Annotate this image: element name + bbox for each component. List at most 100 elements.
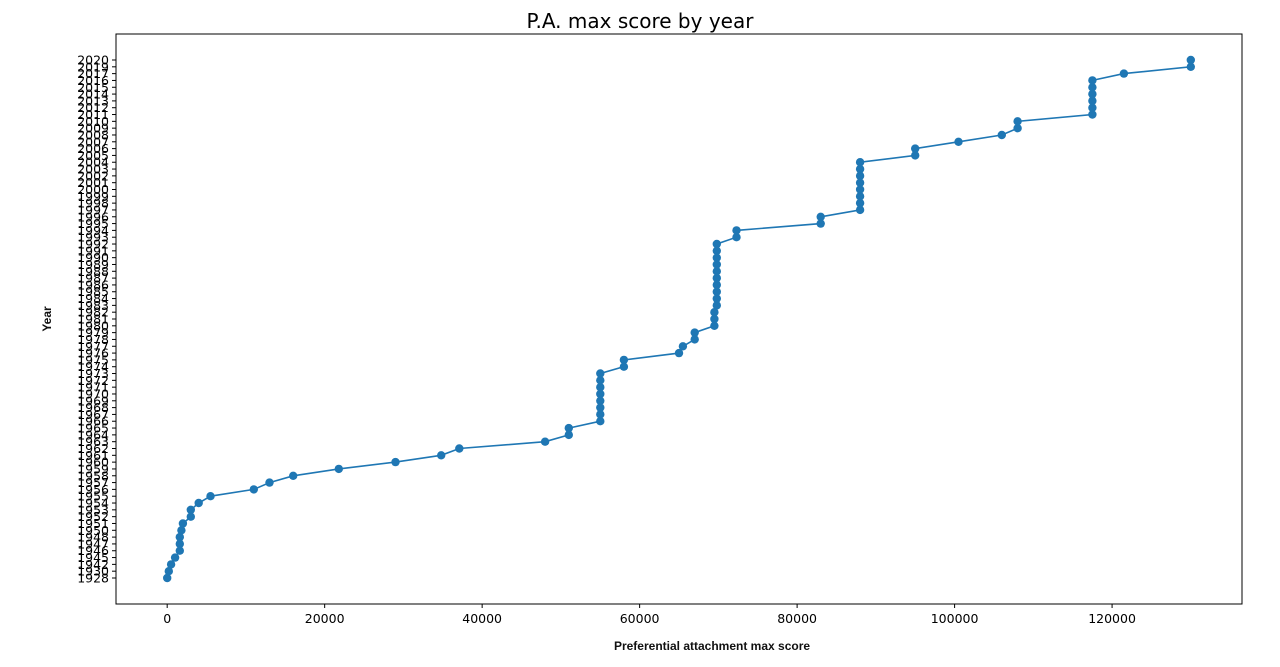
x-tick-label: 0 <box>163 611 171 626</box>
data-point <box>678 342 688 351</box>
data-point <box>816 212 825 221</box>
x-tick-label: 80000 <box>777 611 817 626</box>
y-tick-label: 2003 <box>77 162 109 177</box>
y-tick-label: 2012 <box>77 100 109 115</box>
data-point <box>391 457 400 467</box>
data-point <box>712 287 721 296</box>
y-tick-label: 1975 <box>77 352 109 367</box>
y-axis-label: Year <box>40 306 54 332</box>
y-tick-label: 2017 <box>77 66 109 81</box>
data-point <box>164 567 173 576</box>
y-tick-label: 2005 <box>77 148 109 163</box>
data-point <box>710 308 719 317</box>
data-point <box>855 185 865 194</box>
data-point <box>540 437 550 446</box>
y-tick-label: 1978 <box>77 332 109 347</box>
y-tick-label: 1990 <box>77 250 109 265</box>
data-point <box>596 403 605 412</box>
y-tick-label: 2001 <box>77 175 109 190</box>
y-tick-label: 1984 <box>77 291 109 306</box>
y-tick-label: 1952 <box>77 509 109 524</box>
data-point <box>596 396 605 405</box>
data-point <box>596 376 605 385</box>
y-tick-label: 1961 <box>77 448 109 463</box>
x-tick-label: 60000 <box>620 611 660 626</box>
data-point <box>455 444 464 453</box>
y-tick-label: 1957 <box>77 475 109 490</box>
data-point <box>177 526 186 535</box>
x-axis: 0 20000 40000 60000 80000 100000 120000 <box>163 604 1136 626</box>
data-point <box>712 280 721 290</box>
data-point <box>265 478 274 487</box>
data-point <box>437 451 446 460</box>
y-tick-label: 1996 <box>77 209 109 224</box>
y-tick-label: 1947 <box>77 536 109 551</box>
data-point <box>855 205 865 215</box>
data-point <box>712 246 721 255</box>
data-point <box>596 369 605 378</box>
y-tick-label: 2020 <box>77 53 109 68</box>
y-tick-label: 1950 <box>77 523 109 538</box>
data-point <box>186 512 195 521</box>
y-tick-label: 1995 <box>77 216 109 231</box>
y-tick-label: 1964 <box>77 427 109 442</box>
series-line <box>163 55 1196 583</box>
data-point <box>690 335 699 344</box>
data-point <box>1186 62 1196 71</box>
data-point <box>855 164 865 174</box>
data-point <box>178 519 188 528</box>
data-point <box>674 348 684 358</box>
data-point <box>712 273 721 283</box>
y-tick-label: 1956 <box>77 482 109 497</box>
plot-area <box>115 33 1243 605</box>
y-tick-label: 1955 <box>77 489 109 504</box>
x-tick-label: 40000 <box>462 611 502 626</box>
data-point <box>186 505 195 514</box>
series-path <box>166 60 1192 579</box>
data-point <box>619 355 629 365</box>
data-point <box>564 423 573 433</box>
data-point <box>710 321 719 330</box>
data-point <box>712 239 721 249</box>
y-tick-label: 1985 <box>77 284 109 299</box>
data-point <box>1088 83 1097 92</box>
y-tick-label: 1942 <box>77 557 109 572</box>
y-tick-label: 2010 <box>77 114 109 129</box>
data-point <box>712 294 721 303</box>
data-point <box>289 471 298 480</box>
data-point <box>596 389 605 399</box>
x-axis-label: Preferential attachment max score <box>614 639 810 653</box>
data-point <box>732 233 741 242</box>
data-point <box>1013 117 1022 126</box>
data-point <box>690 328 699 337</box>
data-point <box>712 267 721 276</box>
data-point <box>175 546 184 555</box>
data-point <box>249 485 258 494</box>
data-point <box>997 130 1006 140</box>
y-tick-label: 1981 <box>77 312 109 327</box>
y-tick-label: 1976 <box>77 346 109 361</box>
data-point <box>1088 110 1097 119</box>
y-tick-label: 1967 <box>77 407 109 422</box>
y-tick-label: 2007 <box>77 134 109 149</box>
x-tick-label: 20000 <box>305 611 345 626</box>
data-point <box>855 158 865 167</box>
y-tick-label: 1962 <box>77 441 109 456</box>
y-tick-label: 1979 <box>77 325 109 340</box>
y-axis: 1928193019421945194619471948195019511952… <box>77 53 116 586</box>
data-point <box>816 219 825 228</box>
data-point <box>596 383 605 392</box>
y-tick-label: 1954 <box>77 496 109 511</box>
y-tick-label: 1980 <box>77 318 109 333</box>
y-tick-label: 1951 <box>77 516 109 531</box>
data-point <box>1088 89 1097 99</box>
data-point <box>1119 69 1129 78</box>
y-tick-label: 1948 <box>77 530 109 545</box>
y-tick-label: 1930 <box>77 564 109 579</box>
y-tick-label: 2013 <box>77 93 109 108</box>
y-tick-label: 2014 <box>77 87 109 102</box>
chart-title: P.A. max score by year <box>527 9 755 33</box>
y-tick-label: 1989 <box>77 257 109 272</box>
data-point <box>911 151 920 160</box>
y-tick-label: 1983 <box>77 298 109 313</box>
